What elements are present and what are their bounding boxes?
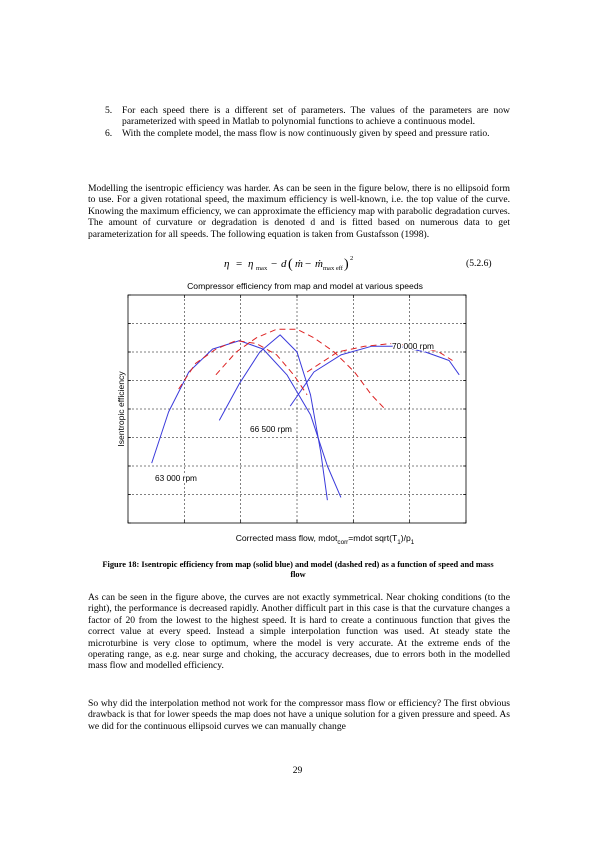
svg-text:): ) <box>344 257 349 272</box>
svg-text:max: max <box>256 265 268 272</box>
svg-text:ṁ: ṁ <box>315 258 323 270</box>
chart-title: Compressor efficiency from map and model… <box>187 281 423 291</box>
svg-text:ṁ: ṁ <box>295 258 303 270</box>
equation-number: (5.2.6) <box>466 258 492 269</box>
list-item-number: 6. <box>105 127 113 139</box>
x-axis-label-part: Corrected mass flow, mdot <box>236 533 338 543</box>
svg-text:(: ( <box>288 257 293 272</box>
figure-caption: Figure 18: Isentropic efficiency from ma… <box>102 560 494 579</box>
y-axis-label: Isentropic efficiency <box>116 371 126 447</box>
paragraph-interpolation-question: So why did the interpolation method not … <box>88 698 510 732</box>
list-item: 6. With the complete model, the mass flo… <box>88 128 510 139</box>
list-item: 5. For each speed there is a different s… <box>88 105 510 128</box>
svg-text:η: η <box>224 258 229 270</box>
svg-text:2: 2 <box>350 255 353 262</box>
list-item-text: With the complete model, the mass flow i… <box>122 127 490 139</box>
map-curve-1 <box>218 334 328 501</box>
svg-text:−: − <box>305 258 311 270</box>
svg-text:η: η <box>248 258 253 270</box>
x-axis-label-part: =mdot sqrt(T <box>348 533 398 543</box>
svg-text:−: − <box>271 258 277 270</box>
annotation-63000-rpm: 63 000 rpm <box>155 473 197 483</box>
map-curve-2 <box>289 345 460 407</box>
x-axis-label: Corrected mass flow, mdotcorr=mdot sqrt(… <box>236 533 415 546</box>
paragraph-curve-discussion: As can be seen in the figure above, the … <box>88 592 510 672</box>
x-axis-label-subscript: corr <box>337 539 348 546</box>
model-curve-4 <box>215 328 386 410</box>
paragraph-efficiency-intro: Modelling the isentropic efficiency was … <box>88 183 510 240</box>
svg-text:=: = <box>236 258 242 270</box>
list-item-number: 5. <box>105 105 113 116</box>
chart-ticks <box>127 294 467 524</box>
svg-text:max eff: max eff <box>323 265 344 272</box>
model-curve-5 <box>306 343 453 373</box>
chart-annotations: 63 000 rpm 66 500 rpm 70 000 rpm <box>154 340 436 485</box>
chart-series <box>151 328 460 501</box>
annotation-70000-rpm: 70 000 rpm <box>392 341 434 351</box>
x-axis-label-subscript: 1 <box>411 539 415 546</box>
chart-grid <box>128 295 466 523</box>
x-axis-label-subscript: 1 <box>397 539 401 546</box>
x-axis-label-part: )/p <box>401 533 411 543</box>
model-curve-3 <box>178 340 308 396</box>
list-item-text: For each speed there is a different set … <box>122 105 510 128</box>
annotation-66500-rpm: 66 500 rpm <box>250 424 292 434</box>
svg-text:d: d <box>281 258 287 270</box>
numbered-list: 5. For each speed there is a different s… <box>88 105 510 139</box>
efficiency-equation: η = η max − d ( ṁ − ṁ max eff ) 2 <box>224 255 353 272</box>
page-number: 29 <box>292 765 303 776</box>
